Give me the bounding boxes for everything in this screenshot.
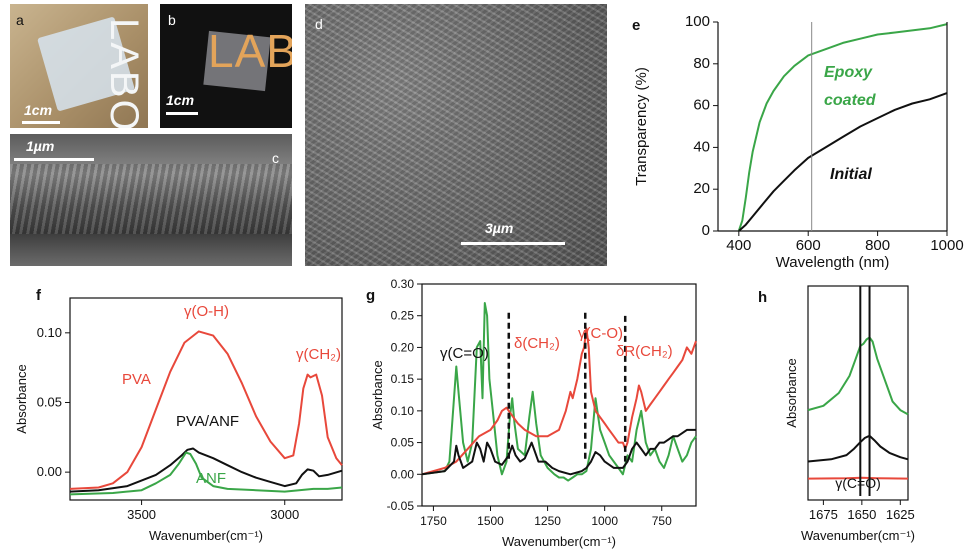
scale-text-c: 1µm [26,138,55,154]
series-line-black [807,434,909,463]
series-line-pva [69,330,343,490]
annot-anf: ANF [196,470,226,487]
annot-oh: γ(O-H) [184,303,229,320]
x-tick-label: 3000 [270,507,299,522]
plot-frame [807,285,909,501]
series-label-coated: coated [824,92,877,109]
y-tick-label: 0 [702,222,710,239]
y-tick-label: 0.20 [391,340,415,354]
photo-panel-d: d 3µm [305,4,607,266]
series-line-anf [69,451,343,496]
y-tick-label: 0.00 [37,464,62,479]
photo-panel-b: LABO b 1cm [160,4,292,128]
x-tick-label: 400 [726,237,751,254]
scale-bar-a [22,121,60,124]
annot-c-o: γ(C-O) [578,325,623,342]
y-axis-label: Absorbance [784,358,799,427]
y-tick-label: 40 [693,138,710,155]
panel-label-b: b [168,12,176,28]
panel-label: g [366,287,375,304]
x-tick-label: 1650 [847,507,876,522]
y-tick-label: 0.10 [37,325,62,340]
scale-text-b: 1cm [166,92,195,108]
y-tick-label: 0.00 [391,467,415,481]
scale-bar-c [14,158,94,161]
annot-pva: PVA [122,371,151,388]
annot-co: γ(C=O) [440,345,489,362]
x-tick-label: 1625 [886,507,915,522]
x-axis-label: Wavenumber(cm⁻¹) [502,534,616,549]
series-line-red [807,476,909,480]
panel-label-c: c [272,150,279,166]
panel-label-d: d [315,16,323,32]
chart-h-ftir-carbonyl: 1675 1650 1625 Wavenumber(cm⁻¹) Absorbance h γ… [758,285,915,543]
y-tick-label: 100 [685,13,710,30]
panel-label: f [36,287,42,304]
series-line-black [421,428,696,476]
series-line-pva-anf [69,447,343,493]
y-tick-label: 0.05 [391,436,415,450]
panel-label: h [758,289,767,306]
x-axis-label: Wavenumber(cm⁻¹) [801,528,915,543]
y-tick-label: 0.15 [391,372,415,386]
series-line-green [421,302,697,482]
y-tick-label: -0.05 [387,499,415,513]
x-tick-label: 1750 [420,514,447,528]
y-axis-label: Absorbance [14,364,29,433]
x-tick-label: 750 [652,514,672,528]
chart-g-ftir-fingerprint: 1750 1500 1250 1000 750 -0.05 0.00 0.05 0.10 0.15… [366,277,697,549]
x-tick-label: 600 [796,237,821,254]
x-tick-label: 3500 [127,507,156,522]
x-tick-label: 1250 [534,514,561,528]
chart-e-transparency: 400 600 800 1000 0 20 40 60 80 100 Wavelength (nm)… [632,13,964,271]
sem-texture-d [305,4,607,266]
y-tick-label: 60 [693,97,710,114]
annot-delta-ch2: δ(CH₂) [514,335,560,352]
logo-text-b: LABO [208,25,292,77]
scale-bar-b [166,112,198,115]
scale-text-d: 3µm [485,220,514,236]
y-axis-label: Transparency (%) [633,67,650,186]
x-tick-label: 1675 [809,507,838,522]
photo-panel-a: LABO a 1cm [10,4,148,128]
series-line-red [421,327,697,476]
y-axis-label: Absorbance [370,360,385,429]
series-label-initial: Initial [830,166,872,183]
panel-label-a: a [16,12,24,28]
annot-pva-anf: PVA/ANF [176,413,239,430]
annot-deltar-ch2: δR(CH₂) [616,343,673,360]
series-label-epoxy: Epoxy [824,64,873,81]
x-tick-label: 1000 [930,237,963,254]
y-tick-label: 0.30 [391,277,415,291]
y-tick-label: 0.10 [391,404,415,418]
y-tick-label: 20 [693,180,710,197]
x-axis-label: Wavelength (nm) [776,254,890,271]
series-line-initial [738,92,948,232]
annot-co: γ(C=O) [835,475,881,491]
series-line-epoxy-coated [737,23,948,232]
y-tick-label: 0.05 [37,394,62,409]
x-axis-label: Wavenumber(cm⁻¹) [149,528,263,543]
scale-text-a: 1cm [24,102,53,118]
scale-bar-d [461,242,565,245]
plot-frame [421,283,697,507]
y-tick-label: 80 [693,55,710,72]
series-line-green [807,336,909,416]
annot-ch2: γ(CH₂) [296,346,341,363]
panel-label: e [632,17,640,34]
photo-panel-c: 1µm c [10,134,292,266]
plot-frame [69,297,343,501]
x-tick-label: 800 [865,237,890,254]
x-tick-label: 1500 [477,514,504,528]
logo-text-a: LABO [102,18,146,128]
y-tick-label: 0.25 [391,309,415,323]
x-tick-label: 1000 [591,514,618,528]
chart-f-ftir-pva: 3500 3000 0.00 0.05 0.10 Wavenumber(cm⁻¹) Abso… [14,287,343,543]
sem-texture-c [10,164,292,234]
